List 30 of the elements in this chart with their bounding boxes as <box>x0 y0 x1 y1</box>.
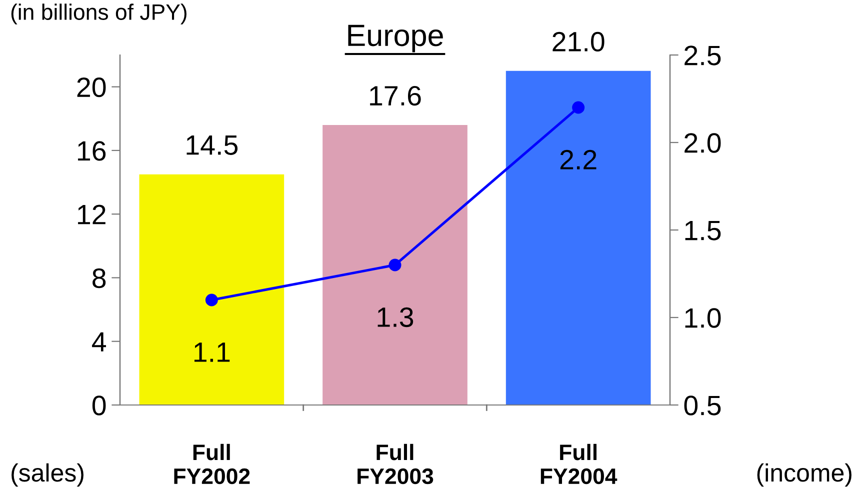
y-tick-label: 4 <box>92 332 106 352</box>
data-label: 1.1 <box>194 342 230 362</box>
point <box>572 101 585 114</box>
y-tick-label: 20 <box>77 77 106 98</box>
chart-title: Europe <box>348 24 443 52</box>
data-label: 1.3 <box>378 307 414 328</box>
y-axis-title: (sales) <box>12 463 84 487</box>
x-tick-label: Full FY2003 <box>358 444 434 484</box>
data-label: 2.2 <box>560 150 596 170</box>
data-label: 17.6 <box>370 86 421 106</box>
y2-tick-label: 2.5 <box>684 46 721 66</box>
y-tick-label: 0 <box>92 396 106 416</box>
x-tick-label: Full FY2004 <box>540 444 618 484</box>
y2-tick-label: 1.0 <box>685 308 721 328</box>
text: (in billions of JPY) <box>11 4 186 24</box>
data-label: 21.0 <box>552 32 604 52</box>
point <box>205 294 218 306</box>
y2-tick-label: 2.0 <box>684 133 721 153</box>
y-tick-label: 16 <box>78 141 106 161</box>
data-label: 14.5 <box>186 136 238 155</box>
point <box>388 258 402 272</box>
bar <box>506 70 651 405</box>
y2-tick-label: 1.5 <box>685 220 721 240</box>
y2-axis-title: (income) <box>757 463 852 487</box>
y-tick-label: 12 <box>78 204 106 224</box>
bar <box>322 125 468 405</box>
bar <box>139 174 284 405</box>
x-tick-label: Full FY2002 <box>174 444 250 484</box>
y-tick-label: 8 <box>92 268 106 288</box>
y2-tick-label: 0.5 <box>684 396 721 416</box>
